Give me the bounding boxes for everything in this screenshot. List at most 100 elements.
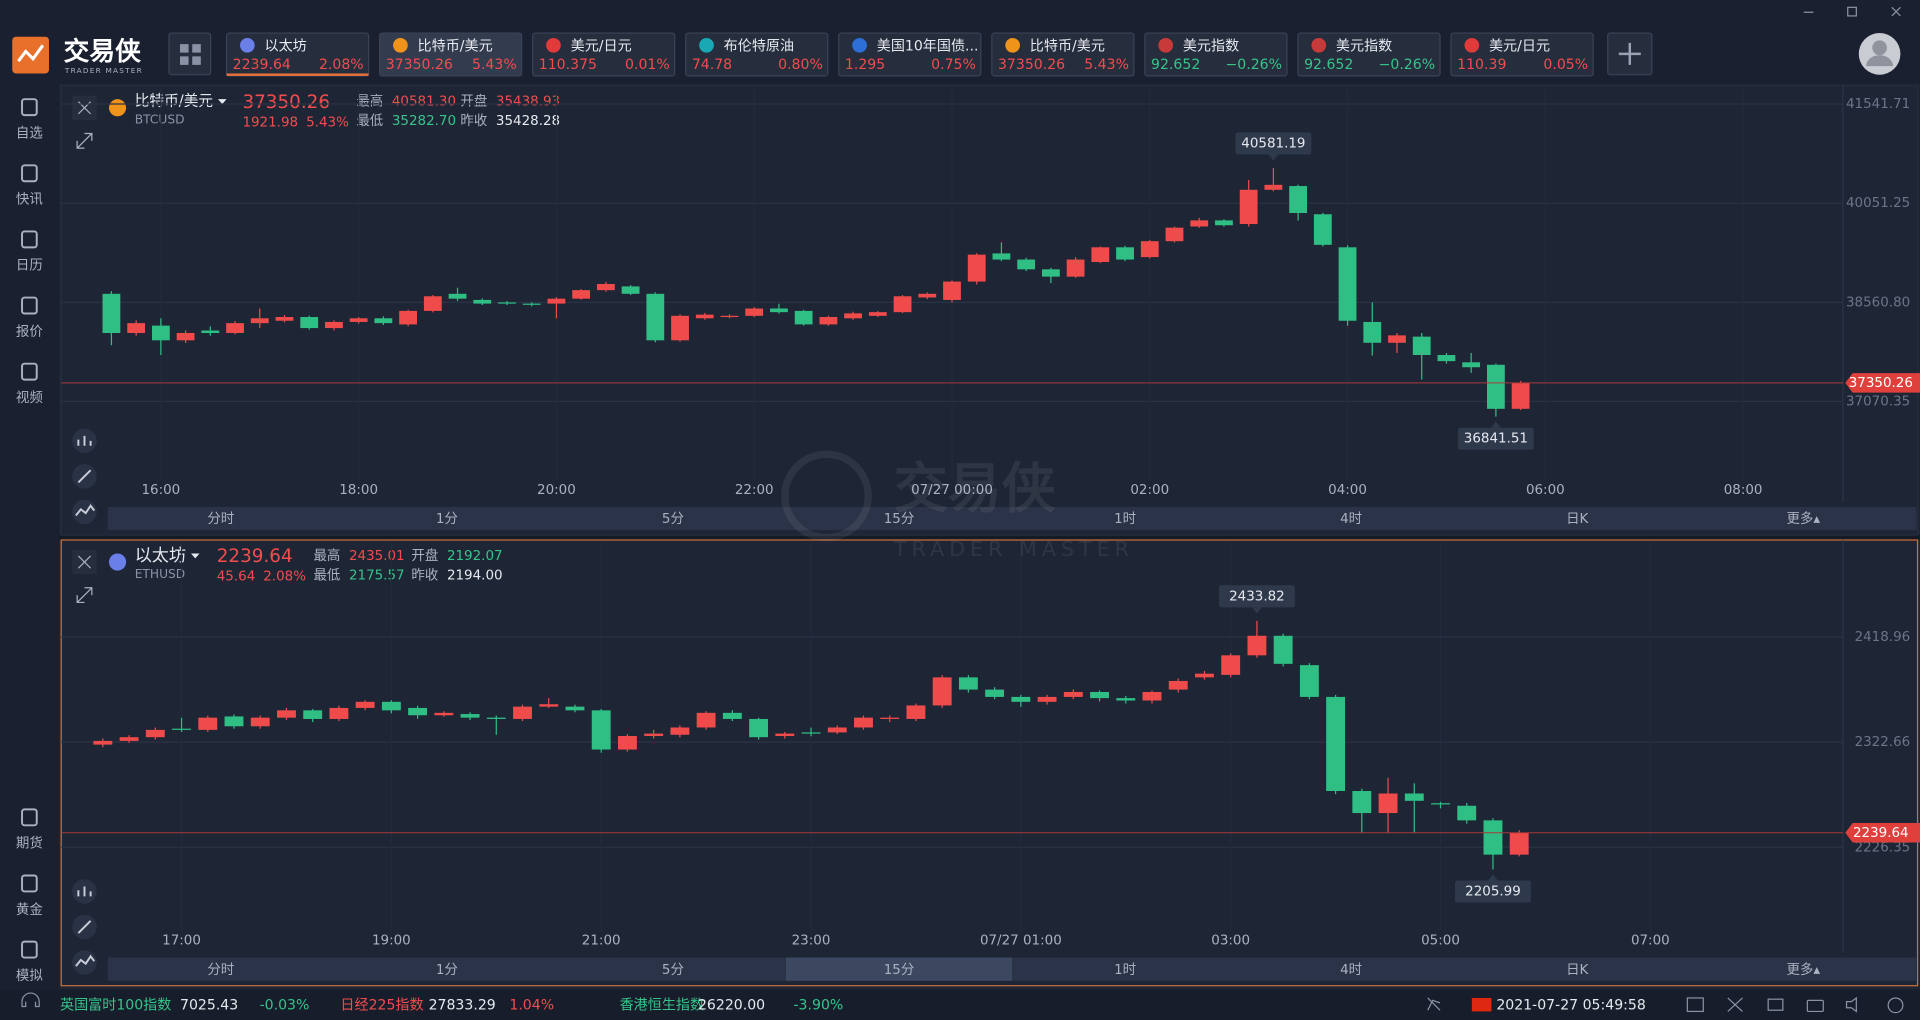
high-marker: 2433.82 [1229, 589, 1285, 604]
stat-value: 2175.57 [349, 569, 405, 584]
symbol-dropdown[interactable] [190, 553, 200, 559]
timeframe-option[interactable]: 更多▴ [1786, 961, 1820, 978]
ticker-change: 5.43% [1084, 57, 1129, 73]
sidebar-icon[interactable] [21, 940, 38, 959]
sidebar-icon[interactable] [21, 98, 38, 117]
candle-body [513, 706, 532, 719]
sidebar-label[interactable]: 黄金 [16, 902, 43, 918]
timeframe-option[interactable]: 15分 [884, 962, 915, 978]
index-value: 26220.00 [698, 997, 765, 1013]
ticker-tab[interactable] [1450, 32, 1594, 77]
sidebar-label[interactable]: 期货 [16, 835, 43, 852]
ticker-tab[interactable] [532, 32, 676, 77]
low-marker-box [1455, 880, 1531, 903]
ticker-change: 2.08% [319, 57, 364, 73]
candle-body [226, 323, 244, 333]
sidebar-label[interactable]: 日历 [16, 259, 43, 274]
timeframe-option[interactable]: 分时 [207, 511, 234, 527]
sidebar-label[interactable]: 报价 [16, 324, 43, 340]
x-tick-label: 02:00 [1130, 483, 1169, 498]
headset-icon[interactable] [21, 992, 40, 1008]
timeframe-option[interactable]: 1时 [1114, 511, 1136, 527]
candle-body [1462, 362, 1481, 368]
candle-body [1338, 247, 1357, 321]
ticker-change: 0.75% [931, 57, 976, 73]
sidebar-icon[interactable] [21, 230, 38, 249]
symbol-name[interactable]: 以太坊 [135, 546, 186, 566]
ticker-tab[interactable] [378, 32, 523, 77]
help-icon[interactable] [1887, 997, 1904, 1014]
screen-icon[interactable] [1686, 997, 1704, 1013]
timeframe-option[interactable]: 1时 [1114, 962, 1136, 978]
x-tick-label: 21:00 [582, 933, 621, 948]
symbol-change: 1921.98 [242, 115, 298, 130]
timeframe-option[interactable]: 日K [1566, 512, 1589, 527]
ticker-tab[interactable] [1297, 32, 1441, 77]
ticker-name: 布伦特原油 [724, 39, 794, 55]
stat-value: 35438.93 [496, 95, 560, 110]
candle-body [486, 717, 506, 719]
close-window-button[interactable] [1891, 6, 1901, 17]
candle-body [381, 701, 401, 711]
ticker-price: 74.78 [692, 57, 732, 73]
sidebar-icon[interactable] [21, 296, 38, 315]
symbol-dropdown[interactable] [217, 99, 227, 105]
settings-icon[interactable] [1727, 997, 1743, 1012]
ticker-tab[interactable] [685, 32, 829, 77]
timeframe-option[interactable]: 更多▴ [1786, 510, 1820, 527]
timeframe-option[interactable]: 4时 [1340, 962, 1362, 978]
sidebar-icon[interactable] [21, 808, 38, 827]
sidebar [0, 83, 59, 992]
timeframe-option[interactable]: 5分 [662, 511, 684, 527]
chart-tool-icon [75, 504, 96, 517]
sidebar-label[interactable]: 视频 [16, 390, 43, 406]
index-name[interactable]: 香港恒生指数 [620, 997, 704, 1013]
x-tick-label: 22:00 [735, 483, 774, 498]
volume-icon[interactable] [1845, 996, 1857, 1013]
sidebar-icon[interactable] [21, 362, 38, 381]
candle-body [1090, 692, 1109, 699]
sidebar-icon[interactable] [21, 164, 38, 183]
close-icon [77, 555, 92, 569]
low-marker-pointer [1488, 874, 1498, 881]
timeframe-option[interactable]: 5分 [662, 962, 684, 978]
candle-body [819, 317, 838, 325]
window-icon[interactable] [1767, 998, 1784, 1011]
index-name[interactable]: 英国富时100指数 [60, 996, 171, 1013]
symbol-change-pct: 5.43% [306, 115, 349, 130]
timeframe-option[interactable]: 1分 [436, 511, 458, 527]
candle-body [775, 733, 795, 736]
candle-body [720, 315, 739, 318]
index-name[interactable]: 日经225指数 [340, 997, 423, 1013]
sidebar-icon[interactable] [21, 874, 38, 893]
maximize-button[interactable] [1847, 6, 1857, 17]
ticker-tab[interactable] [1144, 32, 1288, 77]
low-marker: 2205.99 [1465, 885, 1521, 900]
ticker-tab[interactable] [991, 32, 1135, 77]
expand-icon[interactable] [76, 587, 93, 604]
timeframe-option[interactable]: 1分 [436, 962, 458, 978]
y-tick-label: 40051.25 [1846, 196, 1910, 211]
expand-icon[interactable] [76, 132, 93, 149]
camera-icon[interactable] [1806, 999, 1824, 1013]
timeframe-bar [107, 506, 1917, 531]
stat-value: 35428.28 [496, 114, 560, 129]
timeframe-option[interactable]: 日K [1566, 963, 1589, 978]
ticker-tab[interactable] [838, 32, 982, 77]
sidebar-label[interactable]: 模拟 [16, 968, 43, 984]
ticker-name: 比特币/美元 [1030, 39, 1105, 55]
candle-body [1165, 227, 1184, 242]
last-price-label: 2239.64 [1853, 826, 1909, 841]
symbol-change: 45.64 [217, 570, 256, 585]
candle-body [1221, 655, 1241, 675]
tool-icon[interactable] [1427, 997, 1441, 1011]
layout-button[interactable] [168, 32, 212, 76]
candle-body [617, 735, 637, 750]
symbol-name[interactable]: 比特币/美元 [135, 93, 214, 110]
sidebar-label[interactable]: 快讯 [16, 192, 43, 208]
symbol-change-pct: 2.08% [263, 570, 306, 585]
timeframe-option[interactable]: 15分 [884, 511, 915, 527]
timeframe-option[interactable]: 4时 [1340, 511, 1362, 527]
sidebar-label[interactable]: 自选 [16, 125, 43, 141]
timeframe-option[interactable]: 分时 [207, 962, 234, 978]
